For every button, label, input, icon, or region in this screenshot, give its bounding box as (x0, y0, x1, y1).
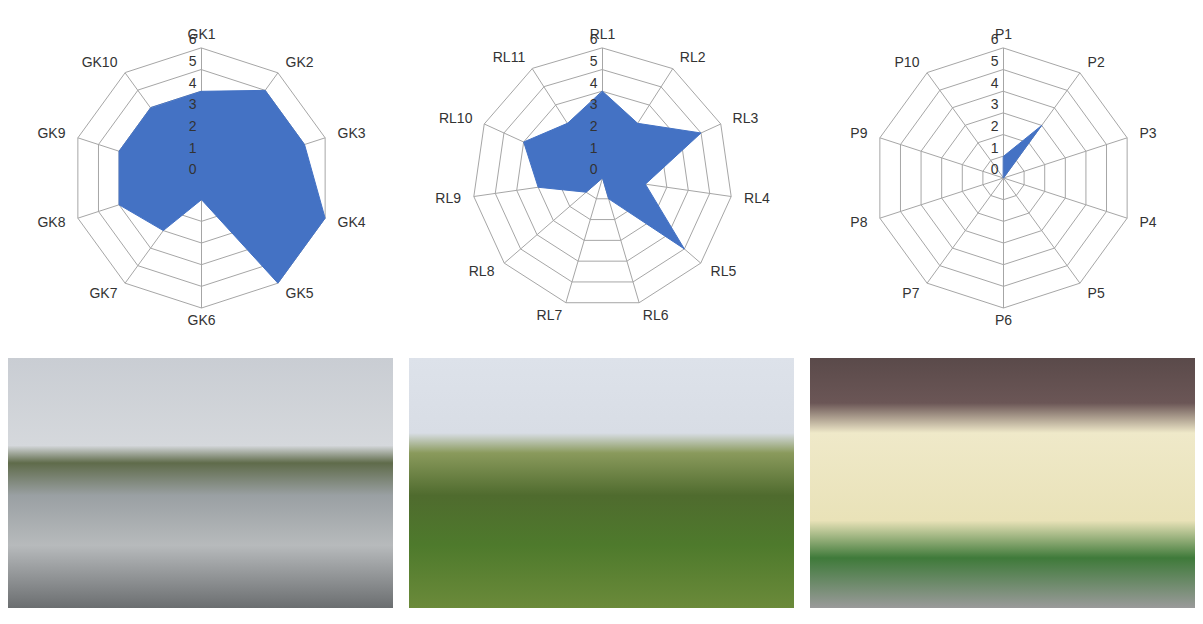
svg-text:1: 1 (589, 140, 597, 156)
svg-text:P6: P6 (994, 312, 1011, 328)
svg-text:0: 0 (589, 161, 597, 177)
svg-text:GK9: GK9 (37, 125, 65, 141)
svg-text:P8: P8 (850, 214, 867, 230)
svg-text:2: 2 (188, 118, 196, 134)
svg-text:2: 2 (990, 118, 998, 134)
svg-text:RL5: RL5 (710, 263, 736, 279)
svg-text:3: 3 (188, 96, 196, 112)
svg-text:GK1: GK1 (187, 26, 215, 42)
svg-text:4: 4 (990, 75, 998, 91)
svg-text:3: 3 (990, 96, 998, 112)
svg-text:0: 0 (188, 161, 196, 177)
svg-text:GK2: GK2 (285, 54, 313, 70)
svg-text:GK4: GK4 (337, 214, 365, 230)
svg-text:RL7: RL7 (536, 307, 562, 323)
svg-text:P1: P1 (994, 26, 1011, 42)
svg-text:GK10: GK10 (81, 54, 117, 70)
svg-text:GK8: GK8 (37, 214, 65, 230)
svg-text:5: 5 (589, 53, 597, 69)
svg-text:GK3: GK3 (337, 125, 365, 141)
svg-text:P7: P7 (902, 285, 919, 301)
svg-text:GK6: GK6 (187, 312, 215, 328)
svg-text:GK7: GK7 (89, 285, 117, 301)
svg-text:RL9: RL9 (435, 190, 461, 206)
svg-text:RL4: RL4 (744, 190, 770, 206)
svg-text:P5: P5 (1087, 285, 1104, 301)
svg-text:P3: P3 (1139, 125, 1156, 141)
svg-text:RL1: RL1 (589, 26, 615, 42)
svg-text:P10: P10 (894, 54, 919, 70)
svg-text:RL3: RL3 (732, 110, 758, 126)
svg-text:RL8: RL8 (468, 263, 494, 279)
svg-text:RL2: RL2 (679, 49, 705, 65)
svg-text:P9: P9 (850, 125, 867, 141)
svg-text:RL11: RL11 (492, 49, 525, 65)
svg-text:RL10: RL10 (438, 110, 472, 126)
svg-text:5: 5 (990, 53, 998, 69)
svg-text:1: 1 (990, 140, 998, 156)
svg-text:P4: P4 (1139, 214, 1156, 230)
svg-text:0: 0 (990, 161, 998, 177)
svg-text:2: 2 (589, 118, 597, 134)
svg-text:1: 1 (188, 140, 196, 156)
svg-text:4: 4 (188, 75, 196, 91)
svg-text:3: 3 (589, 96, 597, 112)
svg-text:RL6: RL6 (642, 307, 668, 323)
svg-text:GK5: GK5 (285, 285, 313, 301)
svg-text:5: 5 (188, 53, 196, 69)
svg-text:P2: P2 (1087, 54, 1104, 70)
svg-text:4: 4 (589, 75, 597, 91)
